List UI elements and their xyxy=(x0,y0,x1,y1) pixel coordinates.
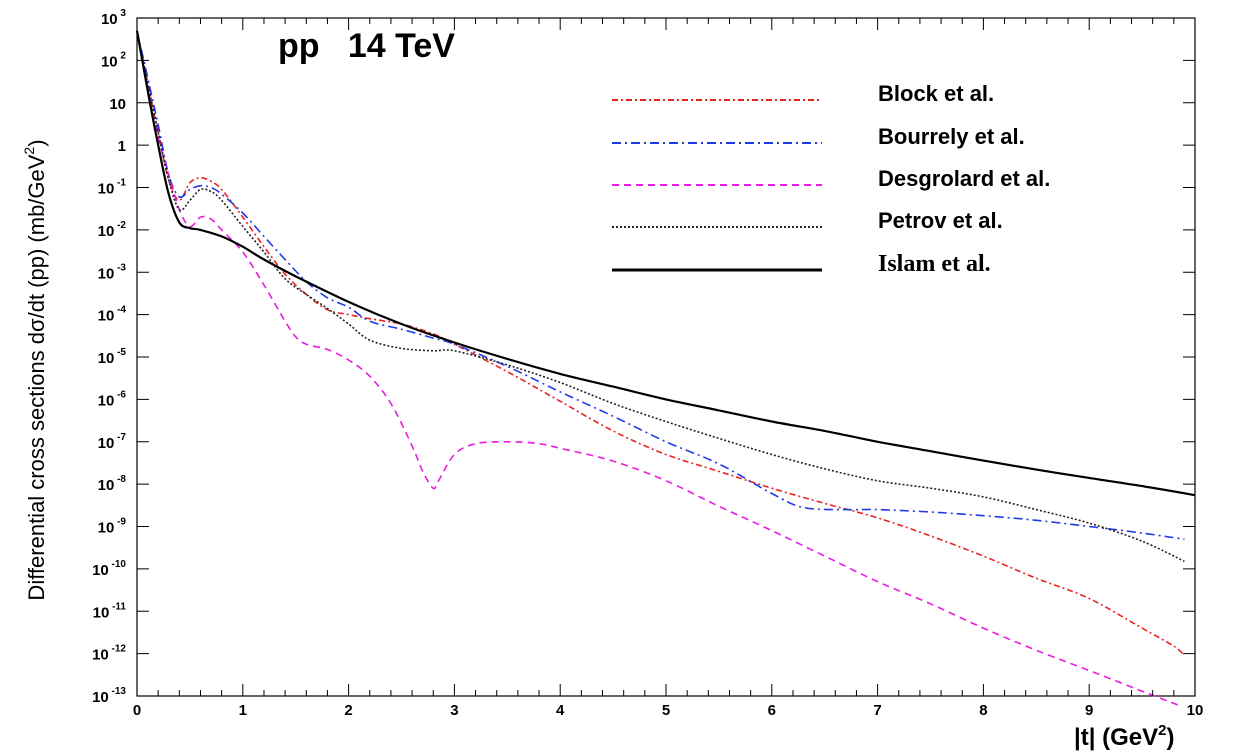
series-line-petrov xyxy=(136,30,1185,563)
x-tick-label: 6 xyxy=(768,702,776,719)
plot-frame xyxy=(136,17,1196,697)
x-tick-label: 0 xyxy=(133,702,141,719)
x-tick-label: 10 xyxy=(1187,702,1204,719)
series-line-bourrely xyxy=(136,30,1185,541)
y-axis-title-main: Differential cross sections dσ/dt (pp) (… xyxy=(24,154,49,600)
y-tick-exponent: -4 xyxy=(114,305,126,316)
legend: Block et al. Bourrely et al. Desgrolard et… xyxy=(612,81,1050,277)
y-tick-label: 10 -4 xyxy=(98,305,127,325)
y-tick-exponent: -3 xyxy=(114,262,126,273)
y-tick-label: 10 xyxy=(109,96,126,113)
y-tick-base: 10 xyxy=(93,604,110,621)
x-tick-label: 1 xyxy=(239,702,247,719)
x-axis-title-end: ) xyxy=(1166,724,1174,751)
legend-label-islam: Islam et al. xyxy=(878,251,991,277)
x-tick-label: 4 xyxy=(556,702,565,719)
y-tick-base: 10 xyxy=(98,477,115,494)
x-tick-label: 7 xyxy=(873,702,881,719)
y-tick-label: 10 3 xyxy=(101,8,126,28)
x-tick-label: 8 xyxy=(979,702,987,719)
y-tick-label: 10 -13 xyxy=(92,686,126,706)
y-tick-label: 10 -6 xyxy=(98,389,127,409)
y-tick-base: 10 xyxy=(109,96,126,113)
y-tick-base: 1 xyxy=(118,138,126,155)
y-tick-exponent: 3 xyxy=(118,8,127,19)
legend-label-petrov: Petrov et al. xyxy=(878,208,1003,233)
y-axis-title-end: ) xyxy=(24,139,49,146)
y-tick-label: 10 -12 xyxy=(92,644,126,664)
y-axis-title: Differential cross sections dσ/dt (pp) (… xyxy=(21,139,49,600)
y-tick-label: 10 -7 xyxy=(98,432,127,452)
x-tick-label: 5 xyxy=(662,702,670,719)
y-tick-exponent: -1 xyxy=(114,178,126,189)
y-tick-label: 10 -2 xyxy=(98,220,127,240)
chart-title: pp 14 TeV xyxy=(278,27,455,65)
y-tick-exponent: -11 xyxy=(109,601,126,612)
series-line-desgrolard xyxy=(136,30,1180,707)
y-tick-exponent: -10 xyxy=(109,559,127,570)
y-tick-label: 10 -5 xyxy=(98,347,127,367)
y-tick-exponent: -12 xyxy=(109,644,127,655)
y-tick-label: 10 2 xyxy=(101,50,126,70)
y-tick-base: 10 xyxy=(92,647,109,664)
y-tick-base: 10 xyxy=(98,265,115,282)
y-axis-title-sup: 2 xyxy=(21,147,37,155)
y-tick-exponent: -5 xyxy=(114,347,126,358)
y-tick-base: 10 xyxy=(92,689,109,706)
y-tick-base: 10 xyxy=(98,223,115,240)
y-tick-base: 10 xyxy=(98,308,115,325)
y-tick-exponent: -7 xyxy=(114,432,126,443)
x-tick-label: 2 xyxy=(344,702,352,719)
y-tick-exponent: -6 xyxy=(114,389,126,400)
series-line-islam xyxy=(135,30,1196,497)
series-line-block xyxy=(136,30,1185,657)
y-tick-base: 10 xyxy=(92,562,109,579)
y-tick-base: 10 xyxy=(98,350,115,367)
y-tick-base: 10 xyxy=(101,11,118,28)
curves xyxy=(135,30,1196,707)
y-tick-exponent: -2 xyxy=(114,220,126,231)
y-tick-label: 10 -3 xyxy=(98,262,127,282)
x-axis-title: |t| (GeV2) xyxy=(1074,722,1174,751)
y-tick-exponent: -13 xyxy=(109,686,127,697)
y-tick-base: 10 xyxy=(101,53,118,70)
x-axis-title-sup: 2 xyxy=(1158,722,1166,739)
y-tick-label: 10 -8 xyxy=(98,474,127,494)
y-tick-exponent: -9 xyxy=(114,517,126,528)
y-tick-base: 10 xyxy=(98,181,115,198)
legend-label-bourrely: Bourrely et al. xyxy=(878,124,1025,149)
y-tick-base: 10 xyxy=(98,435,115,452)
y-tick-exponent: 2 xyxy=(118,50,127,61)
y-tick-base: 10 xyxy=(98,520,115,537)
plot-area-border xyxy=(136,17,1196,697)
x-axis-title-main: |t| (GeV xyxy=(1074,724,1158,751)
y-tick-label: 1 xyxy=(118,138,126,155)
legend-label-block: Block et al. xyxy=(878,81,994,106)
y-tick-label: 10 -9 xyxy=(98,517,127,537)
y-tick-label: 10 -1 xyxy=(98,178,127,198)
y-tick-exponent: -8 xyxy=(114,474,126,485)
y-tick-label: 10 -11 xyxy=(93,601,127,621)
y-tick-base: 10 xyxy=(98,392,115,409)
y-tick-label: 10 -10 xyxy=(92,559,126,579)
x-tick-label: 3 xyxy=(450,702,458,719)
legend-label-desgrolard: Desgrolard et al. xyxy=(878,166,1050,191)
x-tick-label: 9 xyxy=(1085,702,1093,719)
